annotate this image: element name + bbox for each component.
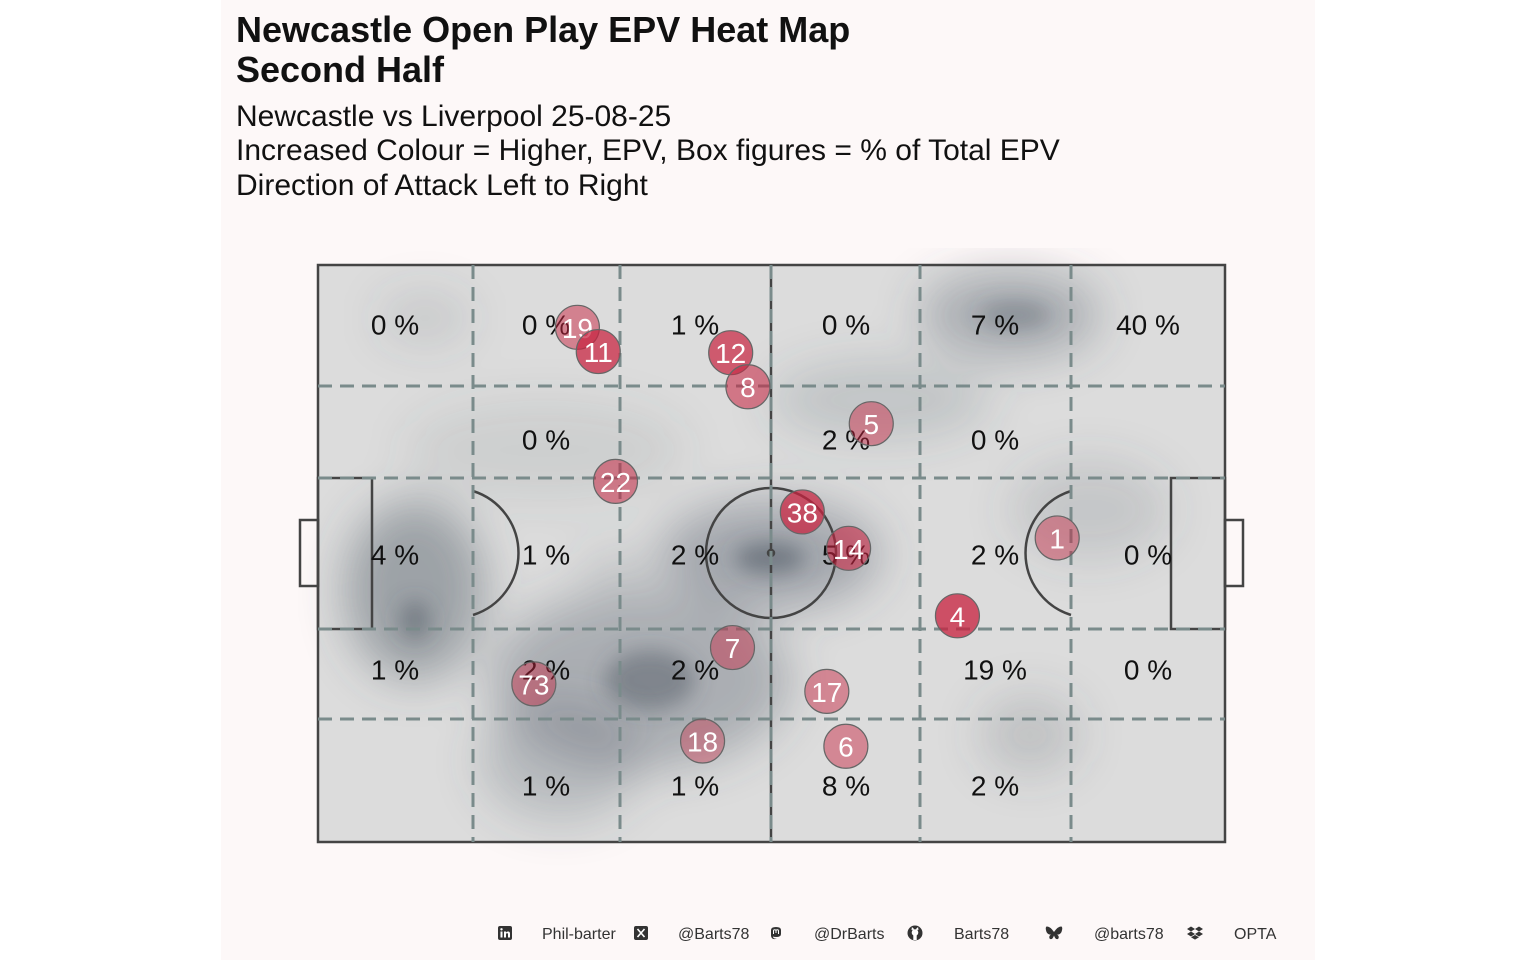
player-number-label: 8 xyxy=(740,372,756,403)
chart-title-line2: Second Half xyxy=(236,49,445,90)
data-source-label: OPTA xyxy=(1234,926,1277,943)
player-circle xyxy=(804,668,850,715)
right-penalty-arc xyxy=(1024,489,1072,617)
player-circle xyxy=(592,458,639,504)
player-marker: 38 xyxy=(779,489,825,535)
player-number-label: 73 xyxy=(518,669,549,700)
chart-title-line1: Newcastle Open Play EPV Heat Map xyxy=(236,9,851,50)
zone-percentage-label: 0 % xyxy=(1124,540,1172,571)
player-circle xyxy=(779,489,825,535)
zone-percentage-label: 0 % xyxy=(1124,655,1172,686)
zone-percentage-label: 0 % xyxy=(371,310,419,341)
player-marker: 11 xyxy=(575,328,621,375)
github-handle[interactable]: Barts78 xyxy=(954,926,1010,943)
player-circle xyxy=(848,401,894,447)
zone-percentage-label: 1 % xyxy=(671,771,719,802)
player-marker: 17 xyxy=(804,668,850,715)
player-number-label: 6 xyxy=(838,732,854,763)
player-number-label: 12 xyxy=(715,338,746,369)
zone-percentage-label: 8 % xyxy=(822,771,870,802)
mastodon-icon[interactable] xyxy=(767,924,785,942)
player-number-label: 18 xyxy=(687,727,718,758)
player-number-label: 1 xyxy=(1049,523,1065,554)
player-number-label: 17 xyxy=(811,677,842,708)
github-icon[interactable] xyxy=(906,924,924,942)
player-number-label: 4 xyxy=(950,601,966,632)
zone-percentage-label: 2 % xyxy=(671,655,719,686)
zone-percentage-label: 2 % xyxy=(822,425,870,456)
zone-percentage-label: 1 % xyxy=(522,771,570,802)
player-marker: 18 xyxy=(679,718,726,764)
zone-percentage-label: 2 % xyxy=(971,771,1019,802)
zone-percentage-label: 0 % xyxy=(522,310,570,341)
zone-percentage-label: 40 % xyxy=(1116,310,1180,341)
player-circle xyxy=(511,661,557,707)
player-circle xyxy=(575,328,621,375)
player-number-label: 11 xyxy=(584,337,613,368)
x-icon[interactable] xyxy=(632,924,650,942)
density-blob xyxy=(1010,460,1170,560)
left-penalty-arc xyxy=(472,489,520,617)
zone-percentage-label: 2 % xyxy=(971,540,1019,571)
zone-percentage-label: 0 % xyxy=(822,310,870,341)
zone-percentage-label: 1 % xyxy=(522,540,570,571)
density-blob xyxy=(770,360,990,440)
density-core xyxy=(605,650,695,710)
player-circle xyxy=(1034,515,1080,561)
player-marker: 1 xyxy=(1034,515,1080,561)
density-blob xyxy=(380,293,470,343)
player-number-label: 38 xyxy=(787,497,818,528)
density-blob xyxy=(980,695,1080,775)
linkedin-handle[interactable]: Phil-barter xyxy=(542,926,616,943)
chart-subtitle-line3: Direction of Attack Left to Right xyxy=(236,169,648,202)
player-marker: 4 xyxy=(934,593,981,639)
zone-percentage-label: 0 % xyxy=(522,425,570,456)
chart-subtitle-line2: Increased Colour = Higher, EPV, Box figu… xyxy=(236,134,1060,167)
player-number-label: 7 xyxy=(725,633,741,664)
player-number-label: 5 xyxy=(863,409,879,440)
player-circle xyxy=(679,718,726,764)
zone-percentage-label: 7 % xyxy=(971,310,1019,341)
zone-grid xyxy=(318,265,1225,842)
zone-percentage-label: 1 % xyxy=(671,310,719,341)
bluesky-icon[interactable] xyxy=(1045,924,1063,942)
player-marker: 8 xyxy=(725,364,771,410)
density-blob xyxy=(345,500,485,680)
linkedin-icon[interactable] xyxy=(496,924,514,942)
player-number-label: 22 xyxy=(600,467,631,498)
zone-percentage-label: 1 % xyxy=(371,655,419,686)
density-core xyxy=(400,600,430,640)
player-marker: 6 xyxy=(823,723,869,769)
density-blob xyxy=(480,700,640,820)
dropbox-icon[interactable] xyxy=(1186,924,1204,942)
density-core xyxy=(980,301,1050,329)
player-circle xyxy=(934,593,981,639)
left-goal xyxy=(298,518,320,588)
player-circle xyxy=(825,525,872,571)
density-blob xyxy=(580,550,660,590)
player-marker: 14 xyxy=(825,525,872,571)
player-number-label: 14 xyxy=(833,534,864,565)
player-marker: 5 xyxy=(848,401,894,447)
chart-subtitle-line1: Newcastle vs Liverpool 25-08-25 xyxy=(236,100,672,133)
player-circle xyxy=(709,624,756,671)
zone-percentage-label: 19 % xyxy=(963,655,1027,686)
player-circle xyxy=(823,723,869,769)
player-circle xyxy=(725,364,771,410)
right-goal xyxy=(1223,518,1245,588)
x-handle[interactable]: @Barts78 xyxy=(678,926,750,943)
player-marker: 12 xyxy=(708,330,754,376)
zone-percentage-label: 0 % xyxy=(971,425,1019,456)
footer: Phil-barter @Barts78 @DrBarts Barts78 @b… xyxy=(0,920,1536,950)
player-marker: 7 xyxy=(709,624,756,671)
zone-percentage-label: 2 % xyxy=(522,655,570,686)
zone-percentage-label: 2 % xyxy=(671,540,719,571)
player-marker: 22 xyxy=(592,458,639,504)
mastodon-handle[interactable]: @DrBarts xyxy=(814,926,885,943)
player-marker: 73 xyxy=(511,661,557,707)
bluesky-handle[interactable]: @barts78 xyxy=(1094,926,1164,943)
zone-percentage-label: 4 % xyxy=(371,540,419,571)
